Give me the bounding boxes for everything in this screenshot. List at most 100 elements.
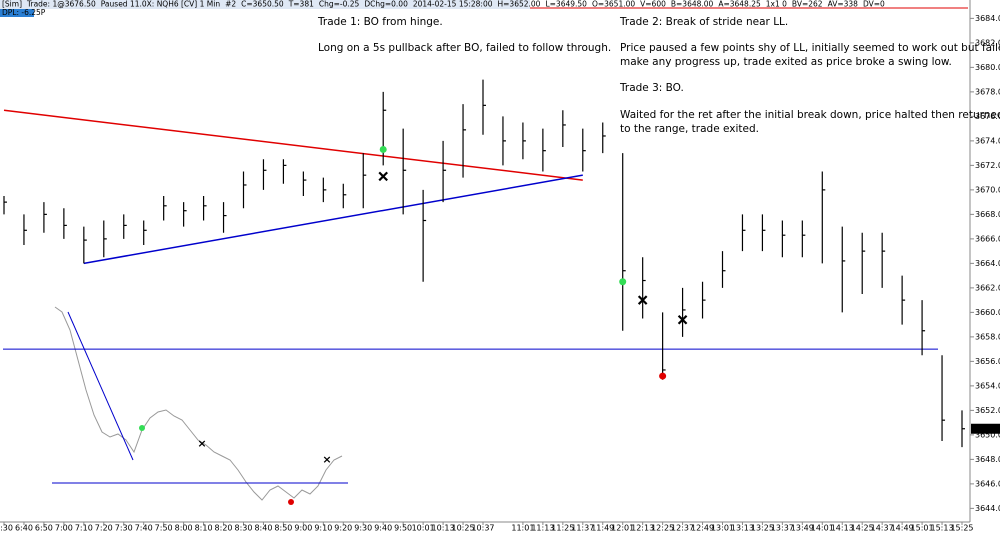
x-tick-label: 10:37	[471, 524, 494, 533]
last-price-box	[971, 423, 1000, 434]
status-item: H=3652.00	[498, 0, 541, 9]
status-item: V=600	[640, 0, 666, 9]
status-item: DChg=0.00	[364, 0, 408, 9]
annotation: Trade 1: BO from hinge.	[317, 16, 443, 28]
x-tick-label: 8:50	[274, 524, 292, 533]
annotation: to the range, trade exited.	[620, 123, 759, 135]
annotation: Waited for the ret after the initial bre…	[620, 109, 1000, 121]
y-tick-label: 3648.00	[975, 455, 1000, 464]
x-tick-label: 12:01	[611, 524, 634, 533]
dpl: DPL: -6.25P	[2, 8, 46, 17]
annotation: Long on a 5s pullback after BO, failed t…	[318, 42, 611, 54]
y-tick-label: 3654.00	[975, 381, 1000, 390]
status-bar	[0, 0, 530, 9]
x-tick-label: 15:13	[931, 524, 954, 533]
status-item: 2014-02-15 15:28:00	[413, 0, 493, 9]
y-tick-label: 3658.00	[975, 332, 1000, 341]
y-tick-label: 3674.00	[975, 136, 1000, 145]
last-price-label: 3650.50	[972, 424, 1000, 433]
x-tick-label: 14:49	[891, 524, 914, 533]
trade-marker	[379, 145, 387, 153]
x-tick-label: 10:01	[412, 524, 435, 533]
x-tick-label: 11:37	[571, 524, 594, 533]
x-tick-label: 14:01	[811, 524, 834, 533]
annotation: make any progress up, trade exited as pr…	[620, 56, 952, 68]
x-tick-label: 12:25	[651, 524, 674, 533]
x-tick-label: 8:40	[254, 524, 272, 533]
y-tick-label: 3682.00	[975, 38, 1000, 47]
inset-price-path	[54, 306, 343, 501]
x-tick-label: 8:00	[175, 524, 193, 533]
x-tick-label: 9:50	[394, 524, 412, 533]
annotation: Price paused a few points shy of LL, ini…	[620, 42, 1000, 54]
status-item: Trade: 1@3676.50	[26, 0, 96, 9]
x-tick-label: 7:40	[135, 524, 153, 533]
status-item: B=3648.00	[671, 0, 714, 9]
x-tick-label: 13:37	[771, 524, 794, 533]
x-tick-label: 13:01	[711, 524, 734, 533]
x-tick-label: 11:49	[591, 524, 614, 533]
x-tick-label: 13:25	[751, 524, 774, 533]
x-tick-label: 7:50	[155, 524, 173, 533]
trade-marker	[619, 278, 627, 286]
x-tick-label: 6:30	[0, 524, 13, 533]
y-tick-label: 3660.00	[975, 308, 1000, 317]
trade-marker	[637, 295, 648, 305]
x-tick-label: 11:13	[531, 524, 554, 533]
y-tick-label: 3680.00	[975, 63, 1000, 72]
y-tick-label: 3676.00	[975, 112, 1000, 121]
x-tick-label: 15:01	[911, 524, 934, 533]
x-tick-label: 14:13	[831, 524, 854, 533]
x-tick-label: 9:30	[354, 524, 372, 533]
y-tick-label: 3684.00	[975, 14, 1000, 23]
x-tick-label: 14:25	[851, 524, 874, 533]
trade-marker	[378, 171, 388, 182]
annotation: Trade 2: Break of stride near LL.	[619, 16, 788, 28]
x-tick-label: 6:40	[15, 524, 33, 533]
y-tick-label: 3656.00	[975, 357, 1000, 366]
inset-exit: ×	[322, 453, 331, 466]
x-tick-label: 12:49	[691, 524, 714, 533]
dpl-box	[0, 9, 34, 17]
trade-marker	[677, 314, 688, 325]
x-tick-label: 7:00	[55, 524, 73, 533]
status-item: BV=262	[792, 0, 823, 9]
x-tick-label: 12:37	[671, 524, 694, 533]
trendline	[3, 109, 583, 181]
inset-trendline	[67, 311, 134, 461]
status-item: AV=338	[828, 0, 859, 9]
x-tick-label: 6:50	[35, 524, 53, 533]
status-item: O=3651.00	[592, 0, 635, 9]
x-tick-label: 15:25	[950, 524, 973, 533]
y-tick-label: 3652.00	[975, 406, 1000, 415]
x-tick-label: 14:37	[871, 524, 894, 533]
x-tick-label: 9:40	[374, 524, 392, 533]
status-item: Chg=-0.25	[319, 0, 360, 9]
y-tick-label: 3646.00	[975, 479, 1000, 488]
x-tick-label: 7:20	[95, 524, 113, 533]
y-tick-label: 3672.00	[975, 161, 1000, 170]
y-tick-label: 3662.00	[975, 283, 1000, 292]
y-tick-label: 3668.00	[975, 210, 1000, 219]
x-tick-label: 12:13	[631, 524, 654, 533]
x-tick-label: 8:30	[235, 524, 253, 533]
x-tick-label: 7:30	[115, 524, 133, 533]
status-item: T=381	[288, 0, 314, 9]
trendline	[83, 174, 583, 265]
annotation: Trade 3: BO.	[619, 82, 684, 94]
status-item: A=3648.25	[718, 0, 761, 9]
x-tick-label: 13:13	[731, 524, 754, 533]
y-tick-label: 3666.00	[975, 234, 1000, 243]
x-tick-label: 13:49	[791, 524, 814, 533]
status-item: [Sim]	[2, 0, 22, 9]
x-tick-label: 11:01	[511, 524, 534, 533]
trade-marker	[659, 372, 667, 380]
y-tick-label: 3664.00	[975, 259, 1000, 268]
inset-exit: ×	[197, 437, 206, 450]
inset-exit-dot	[288, 499, 294, 505]
x-tick-label: 11:25	[551, 524, 574, 533]
status-item: DV=0	[863, 0, 885, 9]
